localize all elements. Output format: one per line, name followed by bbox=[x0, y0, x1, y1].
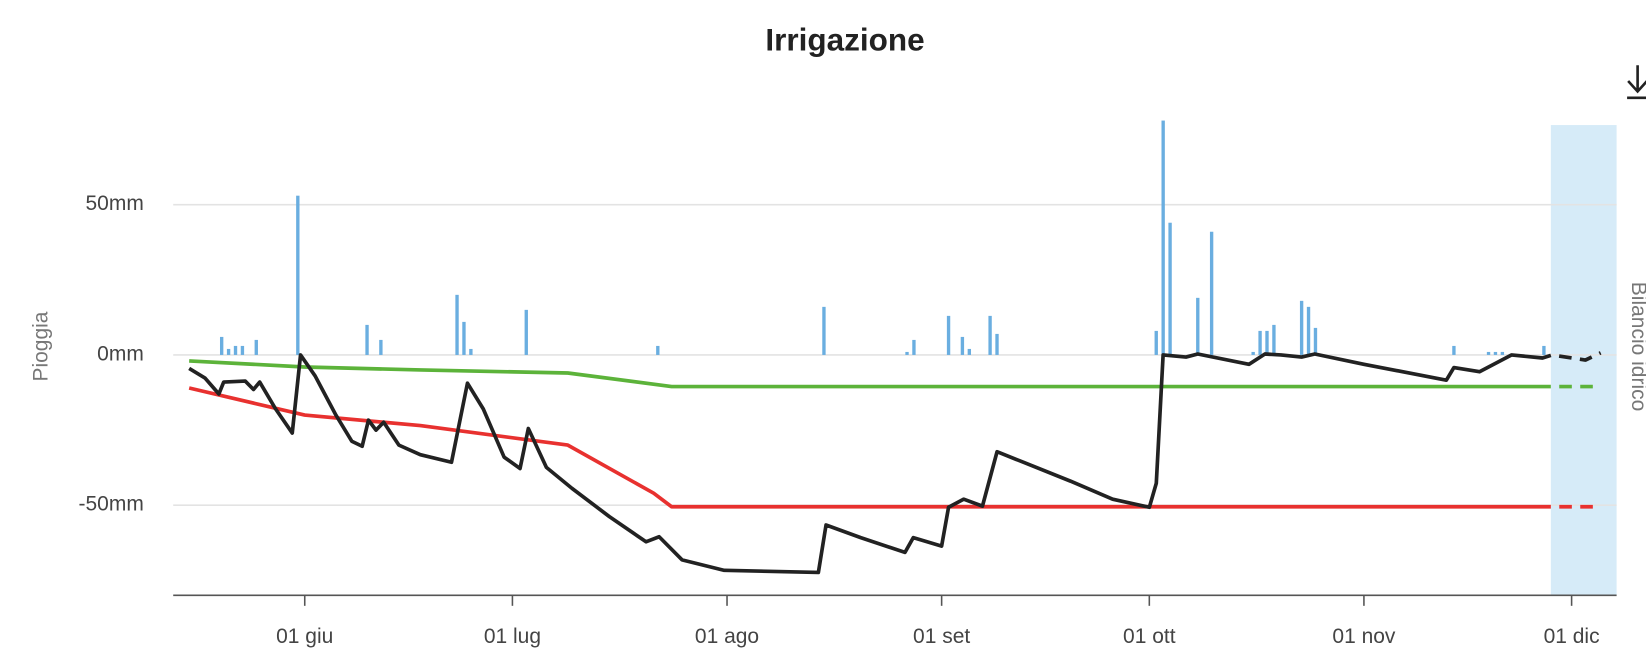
plot-area bbox=[173, 120, 1617, 596]
rain-bar bbox=[1313, 327, 1318, 355]
rain-bar bbox=[254, 339, 258, 355]
rain-bar bbox=[1168, 222, 1172, 355]
x-tick-label: 01 set bbox=[913, 625, 970, 648]
rain-bar bbox=[455, 294, 459, 355]
rain-bar bbox=[1251, 351, 1255, 355]
rain-bar bbox=[1500, 351, 1505, 355]
x-tick-label: 01 giu bbox=[276, 625, 333, 648]
rain-bar bbox=[822, 306, 826, 355]
rain-bar bbox=[995, 333, 999, 355]
y-axis-label: Pioggia bbox=[30, 311, 53, 381]
rain-bar bbox=[905, 351, 909, 355]
rain-bar bbox=[1452, 345, 1456, 355]
rain-bar bbox=[240, 345, 245, 355]
rain-bar bbox=[524, 309, 528, 355]
rain-bar bbox=[946, 315, 951, 355]
rain-bar bbox=[988, 315, 992, 355]
rain-bar bbox=[233, 345, 238, 355]
rain-bar bbox=[656, 345, 660, 355]
x-tick-label: 01 dic bbox=[1544, 625, 1600, 648]
chart-title: Irrigazione bbox=[765, 21, 924, 57]
rain-bar bbox=[1493, 351, 1498, 355]
rain-bar bbox=[1265, 330, 1269, 355]
download-icon[interactable] bbox=[1627, 65, 1646, 100]
rain-bar bbox=[912, 339, 916, 355]
rain-bar bbox=[1306, 306, 1311, 355]
rain-bar bbox=[1272, 324, 1276, 355]
rain-bar bbox=[219, 336, 224, 355]
rain-bar bbox=[226, 348, 231, 355]
x-tick-label: 01 lug bbox=[484, 625, 541, 648]
x-tick-label: 01 ott bbox=[1123, 625, 1176, 648]
rain-bar bbox=[1196, 297, 1200, 355]
rain-bar bbox=[1258, 330, 1262, 355]
x-tick-label: 01 nov bbox=[1332, 625, 1396, 648]
rain-bar bbox=[960, 336, 965, 355]
rain-bar bbox=[1209, 231, 1214, 355]
rain-bar bbox=[967, 348, 972, 355]
y-tick-label: 0mm bbox=[97, 342, 144, 365]
y-tick-label: -50mm bbox=[79, 493, 144, 516]
rain-bar bbox=[469, 348, 473, 355]
line-series bbox=[188, 351, 1602, 575]
rain-bar bbox=[1154, 330, 1158, 355]
rain-bar bbox=[1542, 345, 1546, 355]
rain-bar bbox=[1161, 120, 1165, 355]
line-series bbox=[189, 359, 1601, 389]
line-series bbox=[188, 386, 1601, 509]
rain-bar bbox=[296, 195, 300, 355]
y2-axis-label: Bilancio idrico bbox=[1627, 282, 1646, 411]
rain-bar bbox=[379, 339, 383, 355]
download-arrow[interactable] bbox=[1627, 65, 1646, 100]
y-tick-label: 50mm bbox=[86, 192, 144, 215]
rain-bar bbox=[1299, 300, 1304, 355]
x-tick-label: 01 ago bbox=[695, 625, 759, 648]
rain-bar bbox=[1486, 351, 1491, 355]
rain-bar bbox=[365, 324, 369, 355]
rain-bar bbox=[462, 321, 466, 355]
